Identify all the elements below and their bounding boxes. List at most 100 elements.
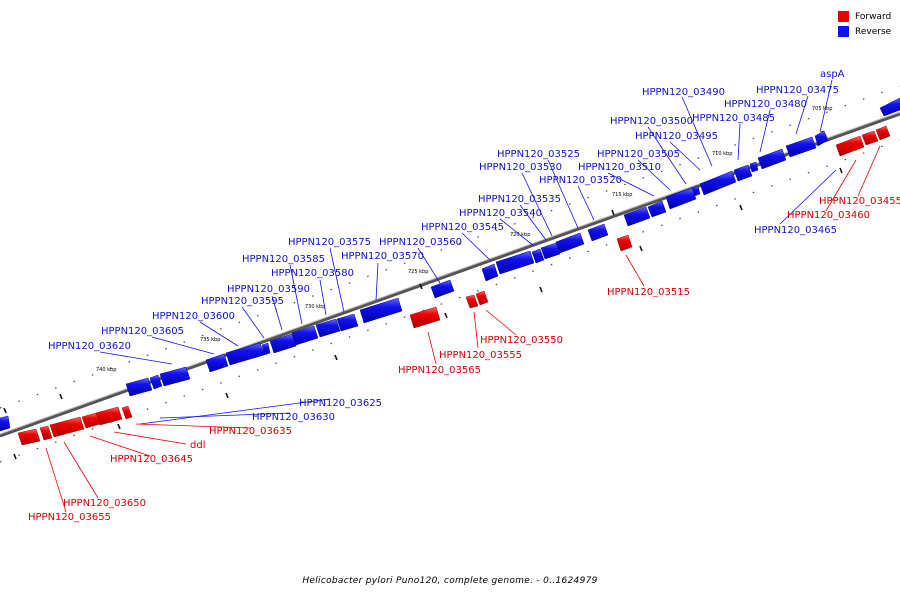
gene-label: HPPN120_03595 <box>201 296 284 307</box>
gene-label: HPPN120_03585 <box>242 254 325 265</box>
gene-arrow <box>587 223 609 242</box>
forward-swatch <box>838 11 849 22</box>
gene-label: ddl <box>190 440 205 451</box>
gene-arrow <box>159 366 191 387</box>
gene-arrow <box>531 248 545 264</box>
legend-item-forward: Forward <box>838 9 891 24</box>
gene-arrow <box>409 306 441 329</box>
gene-arrow <box>814 130 829 147</box>
gene-arrow <box>785 136 817 158</box>
tick-label: 705 kbp <box>812 106 832 112</box>
gene-label: HPPN120_03565 <box>398 365 481 376</box>
gene-arrow <box>291 325 319 346</box>
gene-label: HPPN120_03600 <box>152 311 235 322</box>
gene-arrow <box>647 200 667 218</box>
gene-label: HPPN120_03550 <box>480 335 563 346</box>
reverse-gene-labels: aspA HPPN120_03475 HPPN120_03480 HPPN120… <box>48 69 845 423</box>
gene-label: HPPN120_03475 <box>756 85 839 96</box>
forward-genes <box>17 125 891 446</box>
gene-label: HPPN120_03605 <box>101 326 184 337</box>
gene-arrow <box>315 318 341 338</box>
genome-caption: Helicobacter pylori Puno120, complete ge… <box>302 576 598 586</box>
tick-label: 710 kbp <box>712 151 732 157</box>
gene-label: HPPN120_03460 <box>787 210 870 221</box>
legend-item-reverse: Reverse <box>838 24 891 39</box>
gene-label: HPPN120_03510 <box>578 162 661 173</box>
gene-arrow <box>95 406 123 426</box>
gene-label: HPPN120_03480 <box>724 99 807 110</box>
gene-arrow <box>555 232 585 254</box>
gene-arrow <box>125 377 153 397</box>
gene-label: HPPN120_03485 <box>692 113 775 124</box>
forward-gene-labels: HPPN120_03455 HPPN120_03460 HPPN120_0351… <box>28 196 900 523</box>
tick-label: 730 kbp <box>305 304 325 310</box>
gene-arrow <box>39 425 53 441</box>
gene-label: aspA <box>820 69 845 80</box>
gene-arrow <box>261 342 271 356</box>
gene-label: HPPN120_03590 <box>227 284 310 295</box>
gene-label: HPPN120_03650 <box>63 498 146 509</box>
genome-backbone <box>0 111 900 438</box>
gene-label: HPPN120_03555 <box>439 350 522 361</box>
tick-marks <box>3 130 843 460</box>
gene-arrow <box>465 294 479 309</box>
gene-arrow <box>495 250 535 275</box>
gene-arrow <box>49 416 85 438</box>
gene-arrow <box>733 164 753 182</box>
gene-arrow <box>879 97 900 117</box>
tick-label: 735 kbp <box>200 337 220 343</box>
gene-label: HPPN120_03455 <box>819 196 900 207</box>
gene-arrow <box>149 374 163 390</box>
tick-label: 715 kbp <box>612 192 632 198</box>
gene-arrow <box>540 242 561 260</box>
gene-label: HPPN120_03655 <box>28 512 111 523</box>
gene-label: HPPN120_03540 <box>459 208 542 219</box>
forward-leader-lines <box>45 145 881 513</box>
gene-label: HPPN120_03465 <box>754 225 837 236</box>
gene-arrow <box>430 279 455 299</box>
gene-arrow <box>225 342 265 366</box>
gene-arrow <box>616 234 633 252</box>
gene-label: HPPN120_03635 <box>209 426 292 437</box>
gene-arrow <box>757 148 787 170</box>
gene-label: HPPN120_03525 <box>497 149 580 160</box>
gene-label: HPPN120_03530 <box>479 162 562 173</box>
gene-arrow <box>475 290 489 306</box>
gene-arrow <box>17 428 41 446</box>
gene-arrow <box>481 263 499 282</box>
gene-arrow <box>623 206 651 227</box>
gene-label: HPPN120_03620 <box>48 341 131 352</box>
gene-arrow <box>835 135 865 157</box>
gene-label: HPPN120_03570 <box>341 251 424 262</box>
gene-label: HPPN120_03515 <box>607 287 690 298</box>
gene-arrow <box>336 313 359 332</box>
legend-label: Forward <box>855 11 892 22</box>
tick-label: 725 kbp <box>408 269 428 275</box>
gene-arrow <box>0 415 11 432</box>
gene-arrow <box>875 125 891 141</box>
gene-label: HPPN120_03545 <box>421 222 504 233</box>
reverse-leader-lines <box>99 79 837 425</box>
gene-label: HPPN120_03645 <box>110 454 193 465</box>
gene-label: HPPN120_03575 <box>288 237 371 248</box>
gene-label: HPPN120_03520 <box>539 175 622 186</box>
gene-arrow <box>699 170 737 196</box>
gene-label: HPPN120_03505 <box>597 149 680 160</box>
legend: Forward Reverse <box>838 9 891 39</box>
gene-arrow <box>749 161 759 173</box>
gene-label: HPPN120_03490 <box>642 87 725 98</box>
gene-label: HPPN120_03625 <box>299 398 382 409</box>
gene-arrow <box>861 130 879 146</box>
legend-label: Reverse <box>855 26 892 37</box>
gene-arrow <box>665 187 697 210</box>
gene-arrow <box>205 353 229 373</box>
gene-arrow <box>359 297 403 324</box>
gene-label: HPPN120_03495 <box>635 131 718 142</box>
reverse-swatch <box>838 26 849 37</box>
tick-labels: 705 kbp 710 kbp 715 kbp 720 kbp 725 kbp … <box>96 106 832 373</box>
gene-label: HPPN120_03500 <box>610 116 693 127</box>
gene-arrow <box>81 412 101 429</box>
gene-arrow <box>121 405 133 420</box>
reverse-genes <box>0 97 900 432</box>
